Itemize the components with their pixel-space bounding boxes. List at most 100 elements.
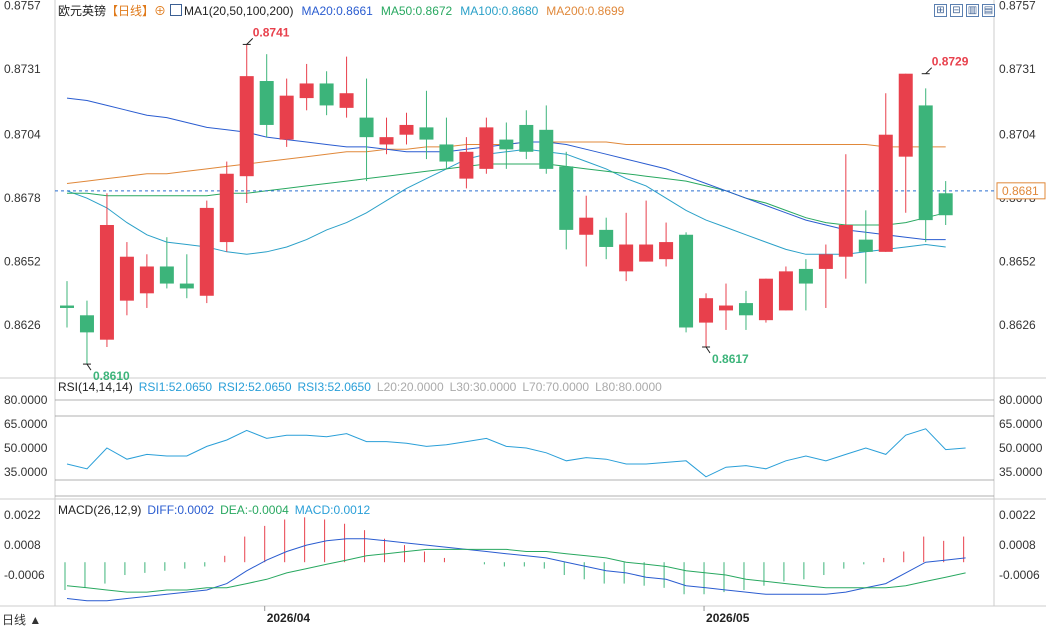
period-label[interactable]: 【日线】 bbox=[106, 4, 155, 18]
extreme-label: 0.8729 bbox=[932, 55, 969, 69]
candle-body bbox=[359, 117, 374, 138]
current-price-label: 0.8681 bbox=[1002, 184, 1039, 198]
candle-body bbox=[239, 76, 254, 177]
macd-tick-left: 0.0022 bbox=[4, 508, 41, 522]
candle-body bbox=[379, 137, 394, 145]
price-tick-right: 0.8626 bbox=[999, 318, 1036, 332]
collapse-icon[interactable]: ⊟ bbox=[950, 4, 963, 17]
candle-body bbox=[798, 268, 813, 284]
candle-body bbox=[778, 271, 793, 311]
candle-body bbox=[619, 244, 634, 272]
price-tick-left: 0.8678 bbox=[4, 191, 41, 205]
rsi-tick-right: 50.0000 bbox=[999, 441, 1043, 455]
candle-body bbox=[179, 283, 194, 289]
candle-body bbox=[639, 244, 654, 262]
main-header: 欧元英镑【日线】⊕ MA1(20,50,100,200) MA20:0.8661 MA… bbox=[58, 4, 624, 18]
candle-body bbox=[719, 305, 734, 311]
candle-body bbox=[479, 127, 494, 169]
macd-value: MACD:0.0012 bbox=[294, 503, 371, 517]
candle-body bbox=[439, 144, 454, 162]
candle-body bbox=[79, 315, 94, 333]
price-tick-left: 0.8757 bbox=[4, 0, 41, 12]
candle-body bbox=[319, 83, 334, 106]
extreme-label: 0.8610 bbox=[93, 369, 130, 383]
macd-diff-line bbox=[66, 538, 966, 602]
candle-body bbox=[259, 81, 274, 125]
candle-body bbox=[878, 134, 893, 252]
price-tick-left: 0.8704 bbox=[4, 128, 41, 142]
extreme-marker-pointer bbox=[246, 38, 254, 45]
extreme-marker-pointer bbox=[705, 346, 711, 354]
time-label: 2026/05 bbox=[706, 611, 750, 625]
price-tick-right: 0.8652 bbox=[999, 255, 1036, 269]
macd-tick-right: 0.0008 bbox=[999, 538, 1036, 552]
candle-body bbox=[139, 266, 154, 294]
candle-body bbox=[419, 127, 434, 140]
extreme-marker-pointer bbox=[86, 363, 92, 371]
candle-body bbox=[858, 239, 873, 252]
candle-body bbox=[659, 242, 674, 260]
macd-header: MACD(26,12,9) DIFF:0.0002 DEA:-0.0004 MACD:… bbox=[58, 503, 370, 517]
rsi3-value: RSI3:52.0650 bbox=[297, 380, 371, 394]
macd-dea-line bbox=[66, 548, 966, 593]
candle-body bbox=[679, 234, 694, 328]
layout-rows-icon[interactable]: ▤ bbox=[982, 4, 995, 17]
current-price-box bbox=[996, 182, 1046, 200]
macd-tick-left: -0.0006 bbox=[4, 568, 45, 582]
rsi-title: RSI(14,14,14) bbox=[58, 380, 133, 394]
candle-body bbox=[599, 229, 614, 247]
l30-value: L30:30.0000 bbox=[449, 380, 517, 394]
candle-body bbox=[119, 256, 134, 301]
candle-body bbox=[459, 151, 474, 179]
time-label: 2026/04 bbox=[267, 611, 311, 625]
rsi-tick-right: 65.0000 bbox=[999, 417, 1043, 431]
ma50-value: MA50:0.8672 bbox=[380, 4, 453, 18]
settings-icon[interactable]: ⊕ bbox=[154, 4, 167, 18]
candle-body bbox=[559, 166, 574, 230]
rsi2-value: RSI2:52.0650 bbox=[218, 380, 292, 394]
dea-value: DEA:-0.0004 bbox=[220, 503, 289, 517]
rsi-tick-left: 65.0000 bbox=[4, 417, 48, 431]
candle-body bbox=[339, 93, 354, 108]
candle-body bbox=[299, 83, 314, 99]
candle-body bbox=[199, 207, 214, 296]
price-tick-left: 0.8731 bbox=[4, 62, 41, 76]
ma200-value: MA200:0.8699 bbox=[546, 4, 625, 18]
candle-body bbox=[898, 73, 913, 157]
rsi-tick-left: 50.0000 bbox=[4, 441, 48, 455]
price-tick-right: 0.8757 bbox=[999, 0, 1036, 12]
layout-columns-icon[interactable]: ▥ bbox=[966, 4, 979, 17]
candle-body bbox=[99, 224, 114, 340]
candle-body bbox=[60, 305, 74, 308]
macd-title: MACD(26,12,9) bbox=[58, 503, 142, 517]
price-tick-right: 0.8731 bbox=[999, 62, 1036, 76]
expand-icon[interactable]: ⊞ bbox=[934, 4, 947, 17]
diff-value: DIFF:0.0002 bbox=[147, 503, 215, 517]
price-tick-left: 0.8626 bbox=[4, 318, 41, 332]
candle-body bbox=[399, 124, 414, 135]
candle-body bbox=[499, 139, 514, 150]
macd-tick-right: 0.0022 bbox=[999, 508, 1036, 522]
price-tick-right: 0.8704 bbox=[999, 128, 1036, 142]
candle-body bbox=[539, 129, 554, 169]
ma-title: MA1(20,50,100,200) bbox=[184, 4, 294, 18]
l70-value: L70:70.0000 bbox=[522, 380, 590, 394]
period-selector[interactable]: 日线 ▲ bbox=[2, 613, 42, 627]
ma20-value: MA20:0.8661 bbox=[301, 4, 373, 18]
candle-body bbox=[699, 298, 714, 323]
candle-body bbox=[519, 124, 534, 152]
candle-body bbox=[738, 303, 753, 316]
macd-tick-right: -0.0006 bbox=[999, 568, 1040, 582]
candle-body bbox=[579, 217, 594, 235]
candle-body bbox=[219, 173, 234, 243]
candle-body bbox=[159, 266, 174, 284]
symbol-name: 欧元英镑 bbox=[58, 4, 107, 18]
l80-value: L80:80.0000 bbox=[595, 380, 662, 394]
candle-body bbox=[818, 254, 833, 269]
rsi-line bbox=[66, 428, 966, 478]
candle-body bbox=[279, 95, 294, 140]
rsi-tick-left: 35.0000 bbox=[4, 465, 48, 479]
ma-indicator-icon[interactable] bbox=[170, 4, 183, 16]
